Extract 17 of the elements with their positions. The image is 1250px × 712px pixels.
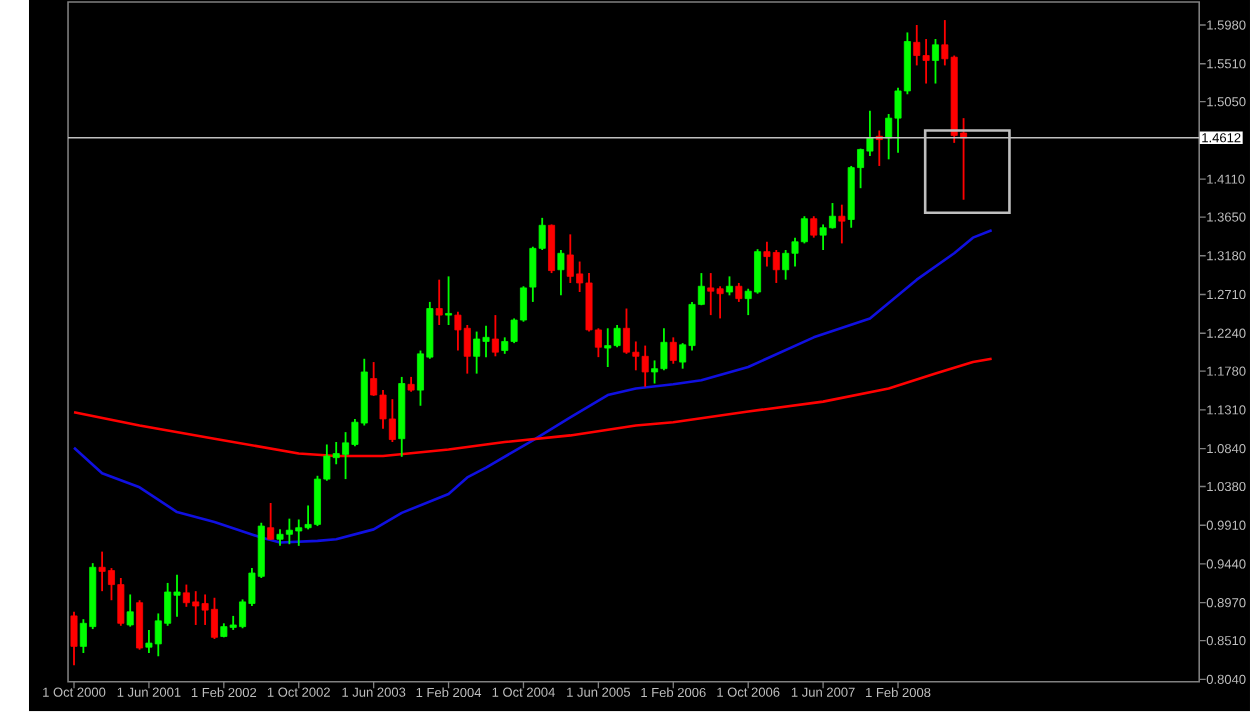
candlestick <box>126 594 134 628</box>
line-series <box>72 357 993 458</box>
candlestick <box>445 275 453 327</box>
candlestick <box>735 282 743 304</box>
candlestick <box>669 336 677 366</box>
candlestick <box>932 38 939 85</box>
candlestick <box>435 279 443 327</box>
candlestick <box>726 275 733 297</box>
candlestick <box>810 215 818 239</box>
candlestick <box>491 314 499 358</box>
candlestick <box>838 204 846 245</box>
candlestick <box>70 611 78 667</box>
line-series <box>72 229 993 545</box>
candlestick <box>136 599 144 652</box>
candlestick <box>557 249 565 297</box>
candlestick <box>548 223 556 275</box>
candlestick <box>267 502 275 542</box>
